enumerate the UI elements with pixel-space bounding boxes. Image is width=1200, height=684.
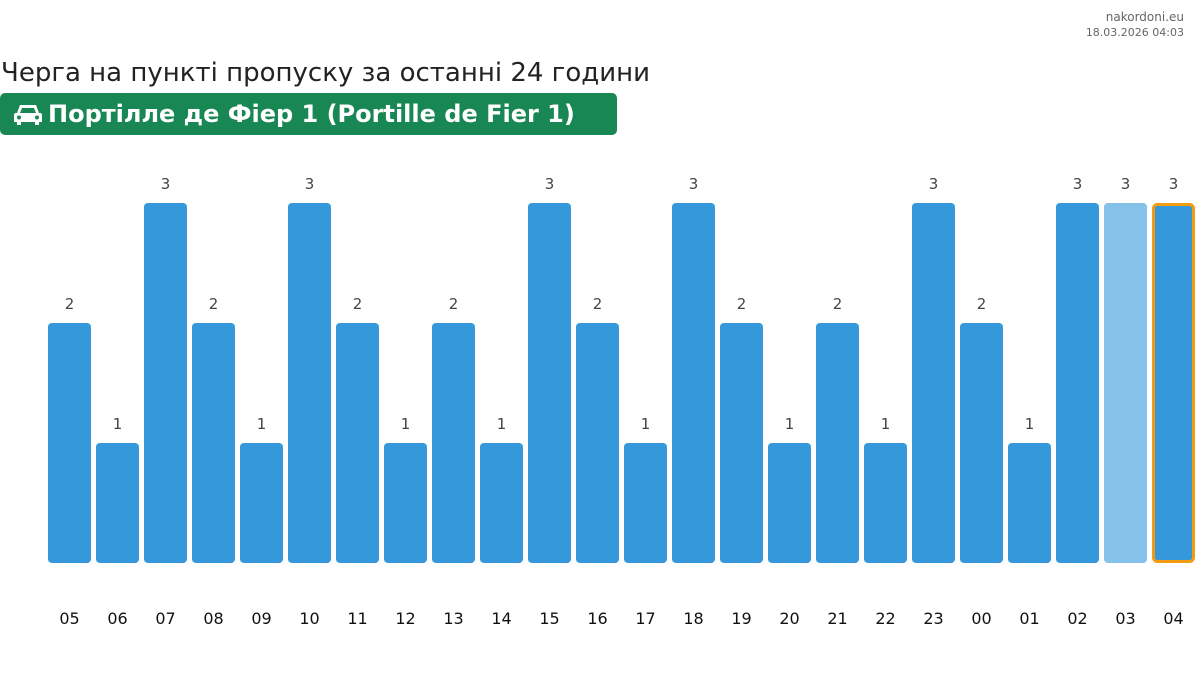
bar-21 xyxy=(816,323,859,563)
bar-03 xyxy=(1104,203,1147,563)
x-tick-label: 20 xyxy=(779,609,799,628)
checkpoint-name: Портілле де Фіер 1 (Portille de Fier 1) xyxy=(48,100,575,128)
brand: nakordoni.eu 18.03.2026 04:03 xyxy=(1086,9,1184,41)
value-label: 3 xyxy=(1169,175,1179,193)
x-tick-label: 02 xyxy=(1067,609,1087,628)
site-name: nakordoni.eu xyxy=(1105,10,1184,24)
bar-11 xyxy=(336,323,379,563)
x-tick-label: 07 xyxy=(155,609,175,628)
bar-06 xyxy=(96,443,139,563)
value-label: 1 xyxy=(497,415,507,433)
x-tick-label: 11 xyxy=(347,609,367,628)
bar-20 xyxy=(768,443,811,563)
value-label: 2 xyxy=(977,295,987,313)
page-title: Черга на пункті пропуску за останні 24 г… xyxy=(1,58,651,88)
x-tick-label: 22 xyxy=(875,609,895,628)
x-tick-label: 15 xyxy=(539,609,559,628)
x-tick-label: 03 xyxy=(1115,609,1135,628)
timestamp: 18.03.2026 04:03 xyxy=(1085,26,1184,39)
bar-16 xyxy=(576,323,619,563)
x-tick-label: 04 xyxy=(1163,609,1183,628)
bar-08 xyxy=(192,323,235,563)
x-tick-label: 16 xyxy=(587,609,607,628)
bar-13 xyxy=(432,323,475,563)
bar-22 xyxy=(864,443,907,563)
x-tick-label: 13 xyxy=(443,609,463,628)
x-tick-label: 12 xyxy=(395,609,415,628)
x-tick-label: 01 xyxy=(1019,609,1039,628)
x-tick-label: 21 xyxy=(827,609,847,628)
bar-23 xyxy=(912,203,955,563)
value-label: 1 xyxy=(113,415,123,433)
bar-17 xyxy=(624,443,667,563)
value-label: 3 xyxy=(1073,175,1083,193)
value-label: 3 xyxy=(689,175,699,193)
x-tick-label: 19 xyxy=(731,609,751,628)
value-label: 1 xyxy=(881,415,891,433)
value-label: 2 xyxy=(353,295,363,313)
bar-07 xyxy=(144,203,187,563)
bar-18 xyxy=(672,203,715,563)
value-label: 2 xyxy=(209,295,219,313)
value-label: 3 xyxy=(1121,175,1131,193)
x-tick-label: 23 xyxy=(923,609,943,628)
value-label: 2 xyxy=(593,295,603,313)
value-label: 1 xyxy=(401,415,411,433)
bar-10 xyxy=(288,203,331,563)
bar-00 xyxy=(960,323,1003,563)
x-tick-label: 06 xyxy=(107,609,127,628)
value-label: 3 xyxy=(545,175,555,193)
value-label: 2 xyxy=(833,295,843,313)
value-label: 1 xyxy=(1025,415,1035,433)
x-tick-label: 09 xyxy=(251,609,271,628)
value-label: 2 xyxy=(65,295,75,313)
x-tick-label: 05 xyxy=(59,609,79,628)
x-tick-label: 17 xyxy=(635,609,655,628)
checkpoint-badge: Портілле де Фіер 1 (Portille de Fier 1) xyxy=(0,93,617,135)
bar-14 xyxy=(480,443,523,563)
bar-19 xyxy=(720,323,763,563)
value-label: 1 xyxy=(641,415,651,433)
bar-02 xyxy=(1056,203,1099,563)
bar-01 xyxy=(1008,443,1051,563)
bar-12 xyxy=(384,443,427,563)
value-label: 1 xyxy=(257,415,267,433)
x-tick-label: 10 xyxy=(299,609,319,628)
bar-09 xyxy=(240,443,283,563)
value-label: 3 xyxy=(929,175,939,193)
value-label: 1 xyxy=(785,415,795,433)
bar-05 xyxy=(48,323,91,563)
bar-15 xyxy=(528,203,571,563)
value-label: 3 xyxy=(305,175,315,193)
x-tick-label: 00 xyxy=(971,609,991,628)
value-label: 3 xyxy=(161,175,171,193)
bar-04 xyxy=(1152,203,1195,563)
x-tick-label: 08 xyxy=(203,609,223,628)
value-label: 2 xyxy=(449,295,459,313)
x-tick-label: 14 xyxy=(491,609,511,628)
value-label: 2 xyxy=(737,295,747,313)
car-icon xyxy=(14,105,42,125)
x-tick-label: 18 xyxy=(683,609,703,628)
